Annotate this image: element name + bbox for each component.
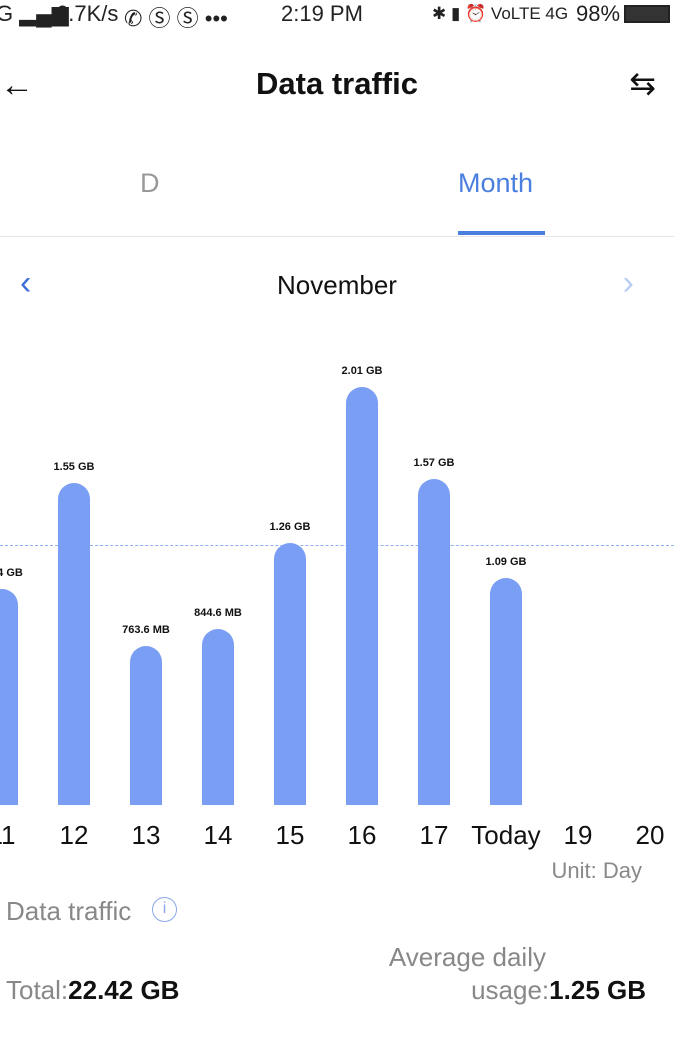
total-value: 22.42 GB xyxy=(68,975,180,1005)
value-label: 844.6 MB xyxy=(194,607,242,620)
signal-icon: G ▂▄▆ xyxy=(0,1,69,26)
status-bar: G ▂▄▆ 6.7K/s ✆ Ⓢ Ⓢ ••• 2:19 PM ✱ ▮ ⏰ VoL… xyxy=(0,0,674,31)
average-label: Average daily xyxy=(388,942,546,972)
chevron-left-icon[interactable]: ‹ xyxy=(20,264,32,302)
average-line xyxy=(0,545,674,547)
value-label: 1.09 GB xyxy=(485,556,527,569)
bar-11[interactable] xyxy=(0,588,18,805)
divider xyxy=(0,236,674,237)
x-label-14[interactable]: 14 xyxy=(203,820,233,850)
average-label-2: usage: xyxy=(471,975,550,1005)
value-label: 1.26 GB xyxy=(269,520,311,533)
value-label: 763.6 MB xyxy=(122,624,170,637)
x-label-11[interactable]: 11 xyxy=(0,820,16,850)
data-traffic-label: Data traffic xyxy=(6,896,132,926)
bar-16[interactable] xyxy=(346,387,378,805)
bar-15[interactable] xyxy=(274,542,306,805)
clock: 2:19 PM xyxy=(281,1,363,26)
bar-17[interactable] xyxy=(418,478,450,805)
x-label-15[interactable]: 15 xyxy=(275,820,305,850)
x-label-13[interactable]: 13 xyxy=(131,820,161,850)
x-label-12[interactable]: 12 xyxy=(59,820,89,850)
tab-month[interactable]: Month xyxy=(458,168,534,198)
swap-icon[interactable]: ⇆ xyxy=(629,65,656,101)
tab-day[interactable]: D xyxy=(140,168,160,198)
x-label-16[interactable]: 16 xyxy=(347,820,377,850)
value-label: 1.55 GB xyxy=(53,460,95,473)
x-label-Today[interactable]: Today xyxy=(471,820,541,850)
back-arrow-icon[interactable]: ← xyxy=(0,66,34,104)
network-speed: 6.7K/s xyxy=(56,1,119,26)
bar-Today[interactable] xyxy=(490,578,522,805)
system-icons: ✱ ▮ ⏰ VoLTE 4G xyxy=(432,4,569,23)
bar-14[interactable] xyxy=(202,629,234,805)
value-label: 2.01 GB xyxy=(341,365,383,377)
total-usage: Total:22.42 GB xyxy=(6,975,179,1006)
chevron-right-icon[interactable]: › xyxy=(622,264,634,302)
page-title: Data traffic xyxy=(256,66,418,101)
value-label: 1.57 GB xyxy=(413,456,455,469)
x-label-17[interactable]: 17 xyxy=(419,820,449,850)
battery-icon xyxy=(624,5,670,23)
average-value: 1.25 GB xyxy=(549,975,646,1005)
notification-icons: ✆ Ⓢ Ⓢ ••• xyxy=(124,6,228,31)
bar-13[interactable] xyxy=(130,646,162,805)
value-label: 4 GB xyxy=(0,566,23,579)
total-label: Total: xyxy=(6,975,69,1005)
info-icon[interactable]: i xyxy=(152,897,177,922)
bar-12[interactable] xyxy=(58,482,90,805)
average-usage: usage:1.25 GB xyxy=(471,975,646,1006)
x-label-20[interactable]: 20 xyxy=(635,820,665,850)
unit-label: Unit: Day xyxy=(551,858,642,883)
battery-percent: 98% xyxy=(576,1,621,26)
month-label: November xyxy=(277,270,397,300)
usage-chart: 4 GB 11 1.55 GB 12 763.6 MB 13 844.6 MB 14 1.26 … xyxy=(0,340,674,860)
x-label-19[interactable]: 19 xyxy=(563,820,593,850)
tab-indicator xyxy=(458,231,545,235)
